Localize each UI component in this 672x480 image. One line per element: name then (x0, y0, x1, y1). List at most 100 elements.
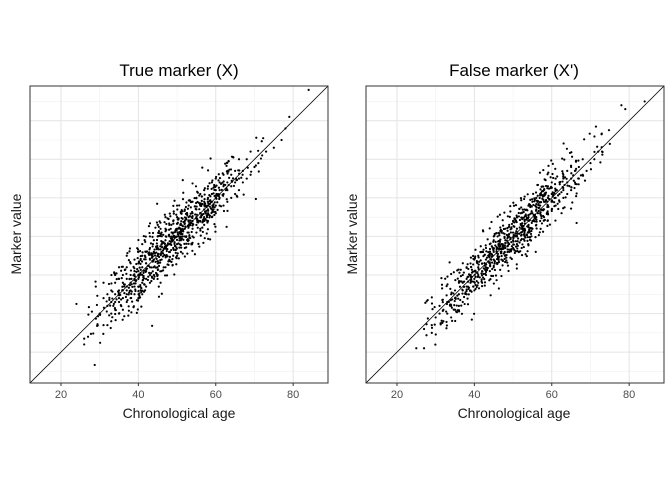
point (159, 270, 162, 273)
point (461, 288, 464, 291)
point (180, 228, 183, 231)
point (175, 263, 178, 266)
point (520, 246, 523, 250)
point (503, 232, 506, 235)
point (186, 231, 189, 234)
point (230, 196, 233, 199)
point (533, 197, 536, 200)
point (463, 302, 466, 306)
point (494, 240, 497, 243)
point (541, 197, 544, 200)
point (86, 335, 90, 338)
point (249, 173, 252, 176)
point (537, 233, 540, 237)
point (254, 197, 257, 201)
point (569, 164, 573, 167)
point (156, 223, 159, 226)
point (122, 283, 126, 286)
point (137, 276, 140, 279)
point (503, 250, 506, 254)
point (495, 248, 498, 251)
point (442, 320, 445, 323)
point (156, 254, 159, 257)
point (175, 235, 178, 239)
point (467, 275, 470, 278)
point (589, 168, 593, 171)
point (218, 193, 221, 196)
point (477, 273, 480, 277)
point (118, 312, 121, 315)
point (75, 302, 78, 306)
point (235, 179, 238, 182)
point (441, 298, 444, 301)
point (458, 285, 462, 288)
point (199, 192, 202, 196)
point (145, 250, 149, 253)
point (476, 275, 479, 278)
point (241, 181, 244, 184)
point (272, 146, 275, 149)
point (171, 239, 174, 242)
point (445, 310, 448, 313)
point (462, 285, 466, 288)
point (608, 142, 611, 145)
point (493, 232, 496, 236)
point (193, 253, 197, 256)
point (210, 192, 213, 196)
point (170, 240, 173, 243)
point (206, 228, 210, 231)
point (148, 257, 152, 260)
point (523, 229, 527, 232)
point (537, 209, 540, 213)
point (179, 229, 183, 233)
point (490, 274, 493, 277)
point (152, 259, 155, 262)
point (487, 251, 490, 254)
point (181, 224, 184, 227)
point (234, 169, 237, 172)
point (143, 289, 147, 292)
point (106, 324, 109, 327)
point (534, 236, 537, 239)
point (503, 257, 506, 261)
point (466, 297, 469, 300)
point (184, 205, 187, 209)
x-tick-label: 20 (55, 389, 67, 401)
point (203, 187, 206, 190)
point (125, 266, 128, 269)
point (483, 264, 486, 267)
point (469, 279, 472, 282)
point (209, 238, 212, 241)
point (496, 215, 499, 218)
point (446, 300, 449, 304)
point (191, 227, 194, 230)
point (171, 232, 174, 235)
point (159, 281, 162, 284)
point (450, 291, 453, 294)
point (133, 273, 136, 276)
point (136, 299, 140, 302)
point (512, 204, 516, 207)
point (540, 193, 544, 197)
point (521, 208, 524, 211)
point (148, 251, 151, 254)
point (441, 309, 444, 312)
point (518, 218, 522, 222)
point (600, 146, 603, 149)
point (235, 194, 238, 197)
point (566, 169, 569, 172)
point (114, 319, 117, 322)
point (511, 231, 515, 234)
point (105, 300, 108, 303)
point (194, 205, 197, 208)
point (201, 202, 204, 206)
point (164, 239, 167, 242)
point (491, 274, 495, 278)
point (110, 320, 113, 323)
point (151, 255, 154, 258)
point (523, 197, 526, 201)
point (520, 206, 523, 209)
point (139, 289, 142, 292)
point (211, 179, 214, 182)
point (170, 243, 173, 247)
